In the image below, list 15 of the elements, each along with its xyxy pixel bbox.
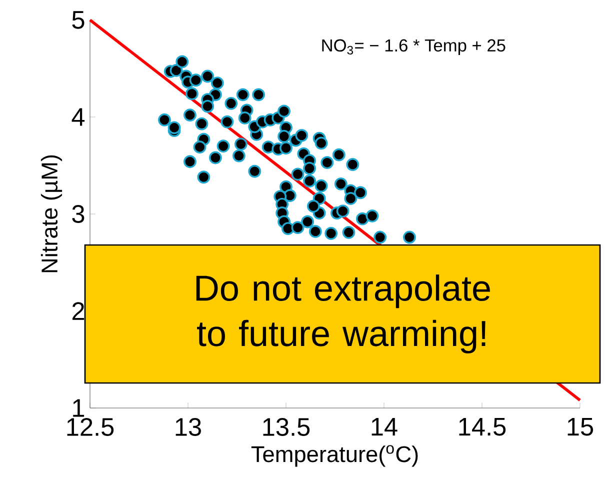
annotation: Do not extrapolate to future warming! bbox=[196, 274, 490, 354]
y-tick-label: 2 bbox=[72, 302, 84, 320]
y-tick-label: 1 bbox=[73, 399, 84, 417]
y-tick-label: 3 bbox=[72, 205, 84, 223]
annotation: NO$_{3}$= − 1.6 * Temp + 25 bbox=[322, 39, 506, 56]
x-tick-label: 13 bbox=[176, 418, 201, 436]
x-tick-label: 15 bbox=[568, 418, 594, 436]
y-tick-label: 4 bbox=[72, 108, 85, 126]
x-tick-label: 14 bbox=[372, 418, 398, 436]
y-axis-title: Nitrate (µM) bbox=[40, 155, 62, 272]
x-axis-title: Temperature($^{o}$C) bbox=[251, 445, 418, 467]
x-tick-label: 14.5 bbox=[459, 418, 506, 436]
x-tick-label: 13.5 bbox=[263, 418, 310, 436]
x-tick-label: 12.5 bbox=[67, 418, 114, 436]
y-tick-label: 5 bbox=[72, 11, 84, 29]
